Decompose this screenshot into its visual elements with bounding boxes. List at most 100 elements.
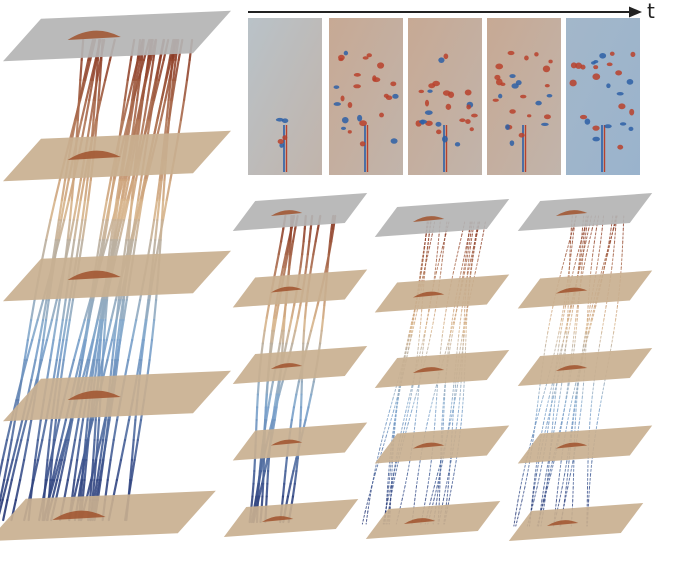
- vortex-tube: [449, 322, 454, 336]
- vortex-tube: [162, 178, 166, 202]
- vortex-tube: [567, 473, 571, 488]
- vortex-dot: [518, 132, 525, 138]
- vortex-dot: [353, 84, 361, 89]
- vortex-tube: [587, 499, 590, 514]
- vortex-dot: [591, 61, 596, 65]
- vortex-tube: [434, 259, 438, 273]
- vortex-tube: [585, 331, 590, 346]
- vortex-tube: [115, 458, 123, 482]
- vortex-tube: [549, 396, 555, 411]
- vortex-tube: [592, 241, 595, 256]
- vortex-tube: [62, 318, 68, 342]
- vortex-tube: [112, 418, 119, 442]
- vortex-dot: [359, 141, 366, 147]
- vortex-tube: [389, 460, 392, 475]
- vortex-tube: [57, 198, 64, 222]
- slice-plane: [0, 490, 216, 541]
- vortex-tube: [458, 397, 461, 412]
- vortex-tube: [263, 457, 269, 473]
- vortex-tube: [104, 58, 112, 82]
- vortex-tube: [449, 322, 453, 336]
- vortex-dot: [419, 119, 427, 124]
- vortex-tube: [551, 422, 554, 437]
- vortex-dot: [584, 118, 591, 125]
- vortex-dot: [465, 119, 471, 125]
- vortex-dot: [442, 90, 451, 96]
- vortex-tube: [136, 98, 143, 122]
- vortex-tube: [58, 218, 66, 242]
- vortex-tube: [420, 271, 425, 286]
- vortex-tube: [60, 418, 67, 442]
- vortex-tube: [404, 422, 409, 437]
- vortex-tube: [448, 410, 452, 424]
- vortex-tube: [113, 218, 120, 242]
- vortex-tube: [88, 78, 94, 102]
- vortex-tube: [64, 418, 73, 442]
- vortex-tube: [321, 304, 326, 320]
- vorticity-bump: [270, 363, 303, 369]
- vortex-tube: [410, 385, 414, 399]
- vortex-tube: [328, 227, 333, 243]
- vortex-tube: [437, 234, 440, 248]
- vortex-tube: [461, 397, 464, 412]
- vortex-dot: [629, 108, 635, 116]
- vortex-tube: [462, 385, 465, 399]
- vortex-tube: [102, 318, 107, 342]
- vortex-tube: [575, 383, 578, 398]
- vortex-tube: [565, 331, 568, 346]
- vortex-tube: [389, 397, 394, 412]
- vortex-tube: [466, 309, 468, 324]
- vortex-tube: [600, 267, 605, 282]
- vortex-tube: [378, 448, 384, 462]
- vortex-tube: [301, 240, 305, 256]
- vorticity-bump: [555, 210, 588, 216]
- vortex-dot: [524, 55, 529, 61]
- vortex-tube: [411, 309, 416, 324]
- vortex-tube: [394, 410, 398, 424]
- vortex-tube: [132, 418, 137, 442]
- vortex-tube: [165, 178, 172, 202]
- vortex-tube: [116, 318, 122, 342]
- vortex-tube: [448, 485, 453, 500]
- vortex-dot: [340, 95, 345, 102]
- vortex-dot: [443, 53, 449, 60]
- vortex-tube: [549, 305, 554, 320]
- vortex-tube: [86, 298, 92, 322]
- vortex-tube: [387, 498, 392, 512]
- vortex-tube: [251, 482, 255, 498]
- vortex-tube: [567, 267, 570, 282]
- vortex-tube: [474, 234, 478, 248]
- vortex-tube: [115, 298, 120, 322]
- vortex-tube: [274, 304, 280, 320]
- vortex-tube: [446, 422, 451, 437]
- vortex-tube: [434, 498, 438, 512]
- vortex-tube: [570, 228, 572, 243]
- vortex-tube: [448, 334, 451, 349]
- vortex-tube: [272, 316, 278, 332]
- vortex-tube: [610, 331, 615, 346]
- vortex-tube: [79, 178, 86, 202]
- vortex-tube: [385, 498, 388, 512]
- vortex-tube: [464, 246, 468, 261]
- vortex-tube: [588, 486, 590, 501]
- vortex-tube: [401, 485, 406, 500]
- slice-plane: [232, 422, 368, 461]
- vortex-tube: [84, 418, 89, 442]
- vortex-tube: [367, 498, 371, 512]
- vortex-tube: [612, 241, 616, 256]
- vortex-tube: [591, 383, 595, 398]
- vortex-tube: [41, 298, 48, 322]
- vortex-tube: [263, 316, 268, 332]
- vorticity-bump: [270, 210, 303, 216]
- vortex-tube: [417, 334, 421, 349]
- slice-plane: [517, 425, 653, 464]
- vortex-tube: [547, 318, 551, 333]
- vortex-tube: [565, 473, 569, 488]
- vortex-tube: [576, 305, 579, 320]
- vortex-tube: [287, 227, 293, 243]
- vortex-tube: [554, 409, 559, 424]
- vortex-tube: [522, 460, 527, 475]
- slice-plane: [517, 193, 653, 231]
- vortex-tube: [536, 460, 540, 475]
- vortex-tube: [255, 482, 260, 498]
